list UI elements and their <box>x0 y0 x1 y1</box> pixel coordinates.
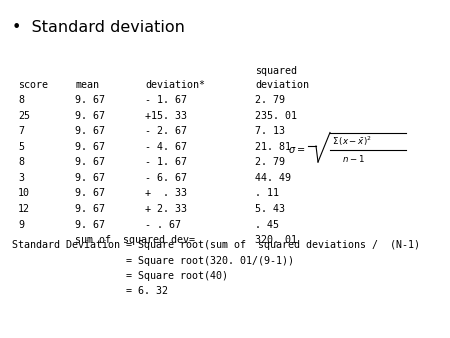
Text: - . 67: - . 67 <box>145 219 181 230</box>
Text: 9. 67: 9. 67 <box>75 126 105 137</box>
Text: 9. 67: 9. 67 <box>75 96 105 105</box>
Text: 9. 67: 9. 67 <box>75 204 105 214</box>
Text: 8: 8 <box>18 158 24 168</box>
Text: - 1. 67: - 1. 67 <box>145 158 187 168</box>
Text: +  . 33: + . 33 <box>145 189 187 198</box>
Text: 10: 10 <box>18 189 30 198</box>
Text: - 1. 67: - 1. 67 <box>145 96 187 105</box>
Text: - 2. 67: - 2. 67 <box>145 126 187 137</box>
Text: 2. 79: 2. 79 <box>255 96 285 105</box>
Text: 9. 67: 9. 67 <box>75 142 105 152</box>
Text: 3: 3 <box>18 173 24 183</box>
Text: 9. 67: 9. 67 <box>75 173 105 183</box>
Text: 9. 67: 9. 67 <box>75 189 105 198</box>
Text: 12: 12 <box>18 204 30 214</box>
Text: mean: mean <box>75 80 99 90</box>
Text: 320. 01: 320. 01 <box>255 235 297 245</box>
Text: 7: 7 <box>18 126 24 137</box>
Text: 2. 79: 2. 79 <box>255 158 285 168</box>
Text: 44. 49: 44. 49 <box>255 173 291 183</box>
Text: $\sigma=$: $\sigma=$ <box>288 145 305 155</box>
Text: . 11: . 11 <box>255 189 279 198</box>
Text: 5: 5 <box>18 142 24 152</box>
Text: 25: 25 <box>18 111 30 121</box>
Text: 9. 67: 9. 67 <box>75 219 105 230</box>
Text: + 2. 33: + 2. 33 <box>145 204 187 214</box>
Text: Standard Deviation = Square root(sum of  squared deviations /  (N-1): Standard Deviation = Square root(sum of … <box>12 240 420 250</box>
Text: deviation*: deviation* <box>145 80 205 90</box>
Text: - 4. 67: - 4. 67 <box>145 142 187 152</box>
Text: 8: 8 <box>18 96 24 105</box>
Text: 235. 01: 235. 01 <box>255 111 297 121</box>
Text: = 6. 32: = 6. 32 <box>12 287 168 296</box>
Text: $n-1$: $n-1$ <box>342 153 365 164</box>
Text: 5. 43: 5. 43 <box>255 204 285 214</box>
Text: +15. 33: +15. 33 <box>145 111 187 121</box>
Text: = Square root(40): = Square root(40) <box>12 271 228 281</box>
Text: sum of  squared dev=: sum of squared dev= <box>75 235 195 245</box>
Text: 9: 9 <box>18 219 24 230</box>
Text: deviation: deviation <box>255 80 309 90</box>
Text: 7. 13: 7. 13 <box>255 126 285 137</box>
Text: $\Sigma\,(x-\bar{x})^2$: $\Sigma\,(x-\bar{x})^2$ <box>332 135 372 148</box>
Text: squared: squared <box>255 66 297 76</box>
Text: 9. 67: 9. 67 <box>75 158 105 168</box>
Text: = Square root(320. 01/(9-1)): = Square root(320. 01/(9-1)) <box>12 256 294 266</box>
Text: •  Standard deviation: • Standard deviation <box>12 20 185 35</box>
Text: 9. 67: 9. 67 <box>75 111 105 121</box>
Text: - 6. 67: - 6. 67 <box>145 173 187 183</box>
Text: score: score <box>18 80 48 90</box>
Text: . 45: . 45 <box>255 219 279 230</box>
Text: 21. 81: 21. 81 <box>255 142 291 152</box>
